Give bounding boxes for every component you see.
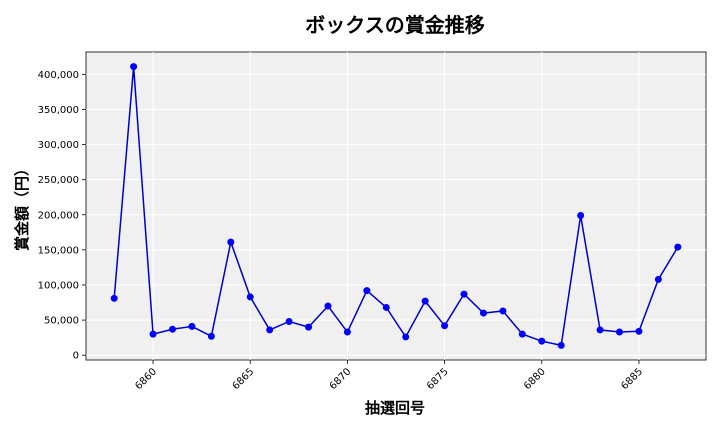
data-point	[499, 307, 507, 315]
data-point	[596, 326, 604, 334]
data-point	[227, 238, 235, 246]
data-point	[246, 293, 254, 301]
y-tick-label: 400,000	[38, 70, 79, 81]
y-tick-label: 250,000	[38, 175, 79, 186]
data-point	[343, 328, 351, 336]
x-axis-label: 抽選回号	[365, 399, 425, 417]
data-point	[382, 303, 390, 311]
data-point	[654, 275, 662, 283]
data-point	[441, 322, 449, 330]
x-tick-label: 6880	[522, 366, 548, 392]
data-point	[616, 328, 624, 336]
y-tick-label: 0	[73, 351, 79, 362]
data-point	[402, 333, 410, 341]
y-axis-label: 賞金額（円）	[13, 161, 31, 251]
data-point	[479, 309, 487, 317]
data-point	[168, 325, 176, 333]
data-series	[110, 63, 682, 349]
y-tick-label: 50,000	[44, 316, 79, 327]
x-tick-label: 6865	[231, 366, 257, 392]
x-tick-label: 6860	[133, 366, 159, 392]
data-point	[207, 332, 215, 340]
y-tick-label: 300,000	[38, 140, 79, 151]
data-point	[110, 294, 118, 302]
data-point	[674, 243, 682, 251]
data-point	[460, 290, 468, 298]
data-point	[518, 330, 526, 338]
y-tick-label: 350,000	[38, 105, 79, 116]
data-point	[130, 63, 138, 71]
x-tick-label: 6870	[328, 366, 354, 392]
data-point	[557, 341, 565, 349]
series-line	[113, 66, 679, 347]
y-tick-label: 200,000	[38, 210, 79, 221]
data-point	[635, 327, 643, 335]
data-point	[285, 317, 293, 325]
plot-area	[85, 51, 707, 361]
x-tick-label: 6875	[425, 366, 451, 392]
y-tick-label: 100,000	[38, 280, 79, 291]
data-point	[363, 287, 371, 295]
data-point	[188, 322, 196, 330]
data-point	[421, 297, 429, 305]
x-tick-label: 6885	[619, 366, 645, 392]
data-point	[266, 326, 274, 334]
grid-lines	[86, 52, 706, 360]
data-point	[305, 323, 313, 331]
data-point	[149, 330, 157, 338]
data-point	[577, 211, 585, 219]
data-point	[324, 302, 332, 310]
y-tick-label: 150,000	[38, 245, 79, 256]
data-point	[538, 337, 546, 345]
chart-title: ボックスの賞金推移	[305, 13, 484, 37]
